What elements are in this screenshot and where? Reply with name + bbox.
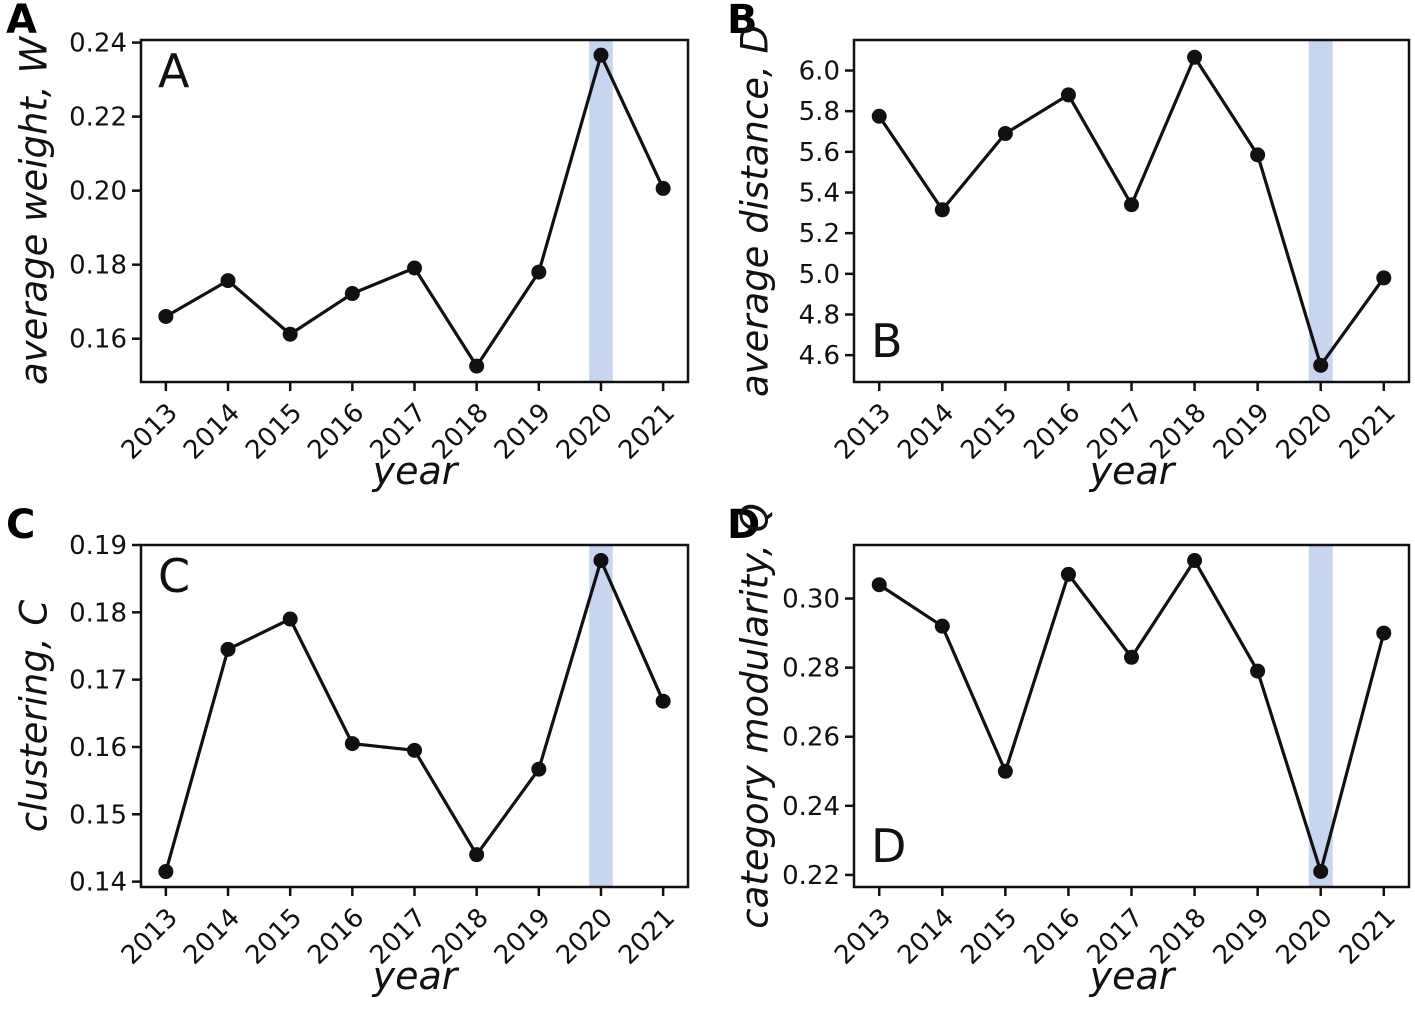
svg-text:2019: 2019 xyxy=(1208,398,1276,466)
svg-text:2019: 2019 xyxy=(1208,903,1276,971)
svg-text:2015: 2015 xyxy=(955,398,1023,466)
svg-text:2016: 2016 xyxy=(302,398,370,466)
panel-d-outer-label: D xyxy=(727,502,761,548)
svg-text:0.20: 0.20 xyxy=(69,177,127,207)
svg-text:2021: 2021 xyxy=(613,903,681,971)
panel-d: D category modularity, Q 0.22 0.24 0.26 0.2… xyxy=(707,502,1415,1010)
panel-c-plot-area: 0.14 0.15 0.16 0.17 0.18 0.19 2013201420152016… xyxy=(69,531,690,971)
svg-text:0.14: 0.14 xyxy=(69,868,127,898)
svg-text:2020: 2020 xyxy=(1271,903,1339,971)
svg-text:2020: 2020 xyxy=(1271,398,1339,466)
panel-b-plot-area: 4.6 4.8 5.0 5.2 5.4 5.6 5.8 6.0 2013201420152016… xyxy=(799,38,1411,466)
svg-text:2020: 2020 xyxy=(551,398,619,466)
svg-text:2020: 2020 xyxy=(551,903,619,971)
svg-text:2019: 2019 xyxy=(489,903,557,971)
svg-text:5.6: 5.6 xyxy=(799,138,840,168)
svg-text:2014: 2014 xyxy=(892,398,960,466)
svg-text:2013: 2013 xyxy=(116,398,184,466)
panel-d-x-axis-label: year xyxy=(1089,954,1175,998)
svg-text:0.16: 0.16 xyxy=(69,733,127,763)
svg-text:2016: 2016 xyxy=(1018,903,1086,971)
panel-d-plot-area: 0.220.240.260.280.3020132014201520162017… xyxy=(782,543,1411,971)
svg-text:4.8: 4.8 xyxy=(799,300,840,330)
svg-text:0.19: 0.19 xyxy=(69,531,127,561)
svg-text:2019: 2019 xyxy=(489,398,557,466)
svg-text:0.30: 0.30 xyxy=(782,585,840,615)
svg-text:0.18: 0.18 xyxy=(69,251,127,281)
svg-text:2015: 2015 xyxy=(955,903,1023,971)
svg-text:0.15: 0.15 xyxy=(69,800,127,830)
panel-a-inner-label: A xyxy=(158,44,190,98)
panel-c-inner-label: C xyxy=(158,549,191,603)
svg-text:4.6: 4.6 xyxy=(799,341,840,371)
svg-text:0.17: 0.17 xyxy=(69,666,127,696)
svg-text:2021: 2021 xyxy=(1334,398,1402,466)
svg-text:2013: 2013 xyxy=(116,903,184,971)
panel-a-outer-label: A xyxy=(6,0,37,43)
svg-text:2015: 2015 xyxy=(240,398,308,466)
panel-b-outer-label: B xyxy=(727,0,758,43)
svg-text:0.28: 0.28 xyxy=(782,654,840,684)
svg-text:5.0: 5.0 xyxy=(799,260,840,290)
panel-d-inner-label: D xyxy=(871,819,907,873)
svg-text:2015: 2015 xyxy=(240,903,308,971)
svg-text:2013: 2013 xyxy=(829,398,897,466)
svg-text:0.18: 0.18 xyxy=(69,598,127,628)
svg-text:2021: 2021 xyxy=(1334,903,1402,971)
svg-text:2014: 2014 xyxy=(892,903,960,971)
panel-a-x-axis-label: year xyxy=(372,449,458,493)
svg-text:0.16: 0.16 xyxy=(69,325,127,355)
svg-text:5.4: 5.4 xyxy=(799,178,840,208)
panel-b: B average distance, D 4.6 4.8 5.0 5.2 5.4 5.6… xyxy=(707,0,1415,505)
svg-text:6.0: 6.0 xyxy=(799,56,840,86)
panel-c: C clustering, C 0.14 0.15 0.16 0.17 0.18 0.19… xyxy=(0,502,707,1010)
panel-b-inner-label: B xyxy=(871,314,903,368)
svg-text:5.8: 5.8 xyxy=(799,97,840,127)
svg-text:2016: 2016 xyxy=(302,903,370,971)
panel-c-x-axis-label: year xyxy=(372,954,458,998)
svg-text:2014: 2014 xyxy=(178,398,246,466)
svg-text:0.22: 0.22 xyxy=(782,861,840,891)
svg-text:2021: 2021 xyxy=(613,398,681,466)
panel-c-outer-label: C xyxy=(6,502,36,548)
svg-text:2013: 2013 xyxy=(829,903,897,971)
svg-text:2014: 2014 xyxy=(178,903,246,971)
svg-text:0.22: 0.22 xyxy=(69,103,127,133)
svg-text:5.2: 5.2 xyxy=(799,219,840,249)
svg-text:0.26: 0.26 xyxy=(782,723,840,753)
panel-a-plot-area: 0.160.180.200.220.2420132014201520162017… xyxy=(69,29,690,466)
panel-a: A average weight, W 0.16 0.18 0.20 0.22 0.24… xyxy=(0,0,707,505)
svg-text:2016: 2016 xyxy=(1018,398,1086,466)
svg-text:0.24: 0.24 xyxy=(69,29,127,59)
panel-b-x-axis-label: year xyxy=(1089,449,1175,493)
svg-text:0.24: 0.24 xyxy=(782,792,840,822)
